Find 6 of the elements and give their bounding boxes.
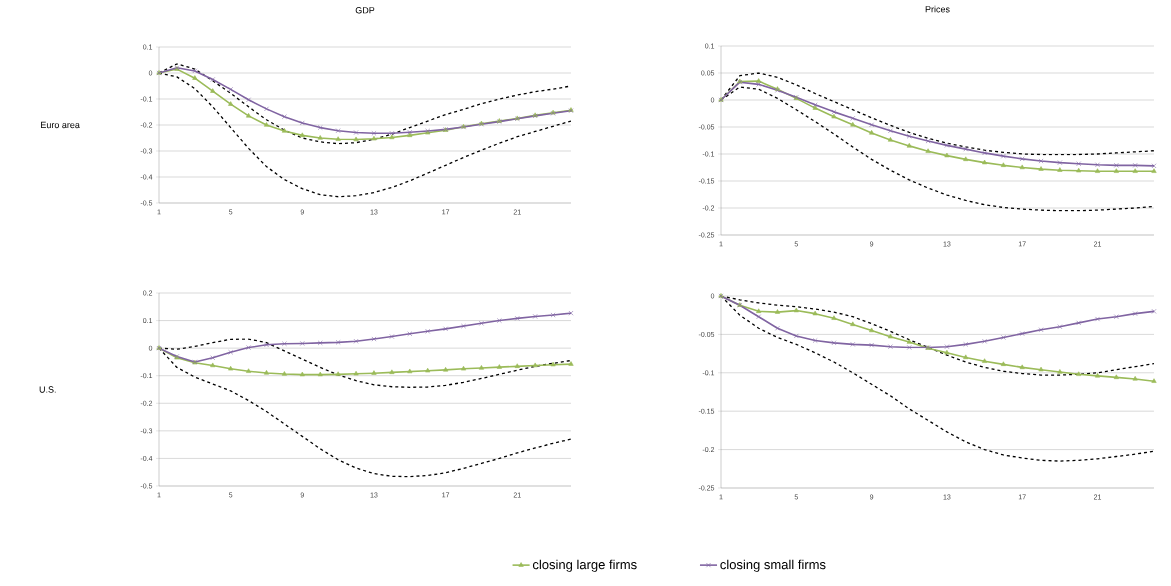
legend-label: closing large firms <box>532 559 637 572</box>
y-axis-title: Euro area <box>41 121 80 129</box>
chart-title: GDP <box>355 7 375 14</box>
legend-label: closing small firms <box>720 559 826 572</box>
y-axis-title: U.S. <box>39 386 56 393</box>
chart-title: Prices <box>925 5 950 13</box>
